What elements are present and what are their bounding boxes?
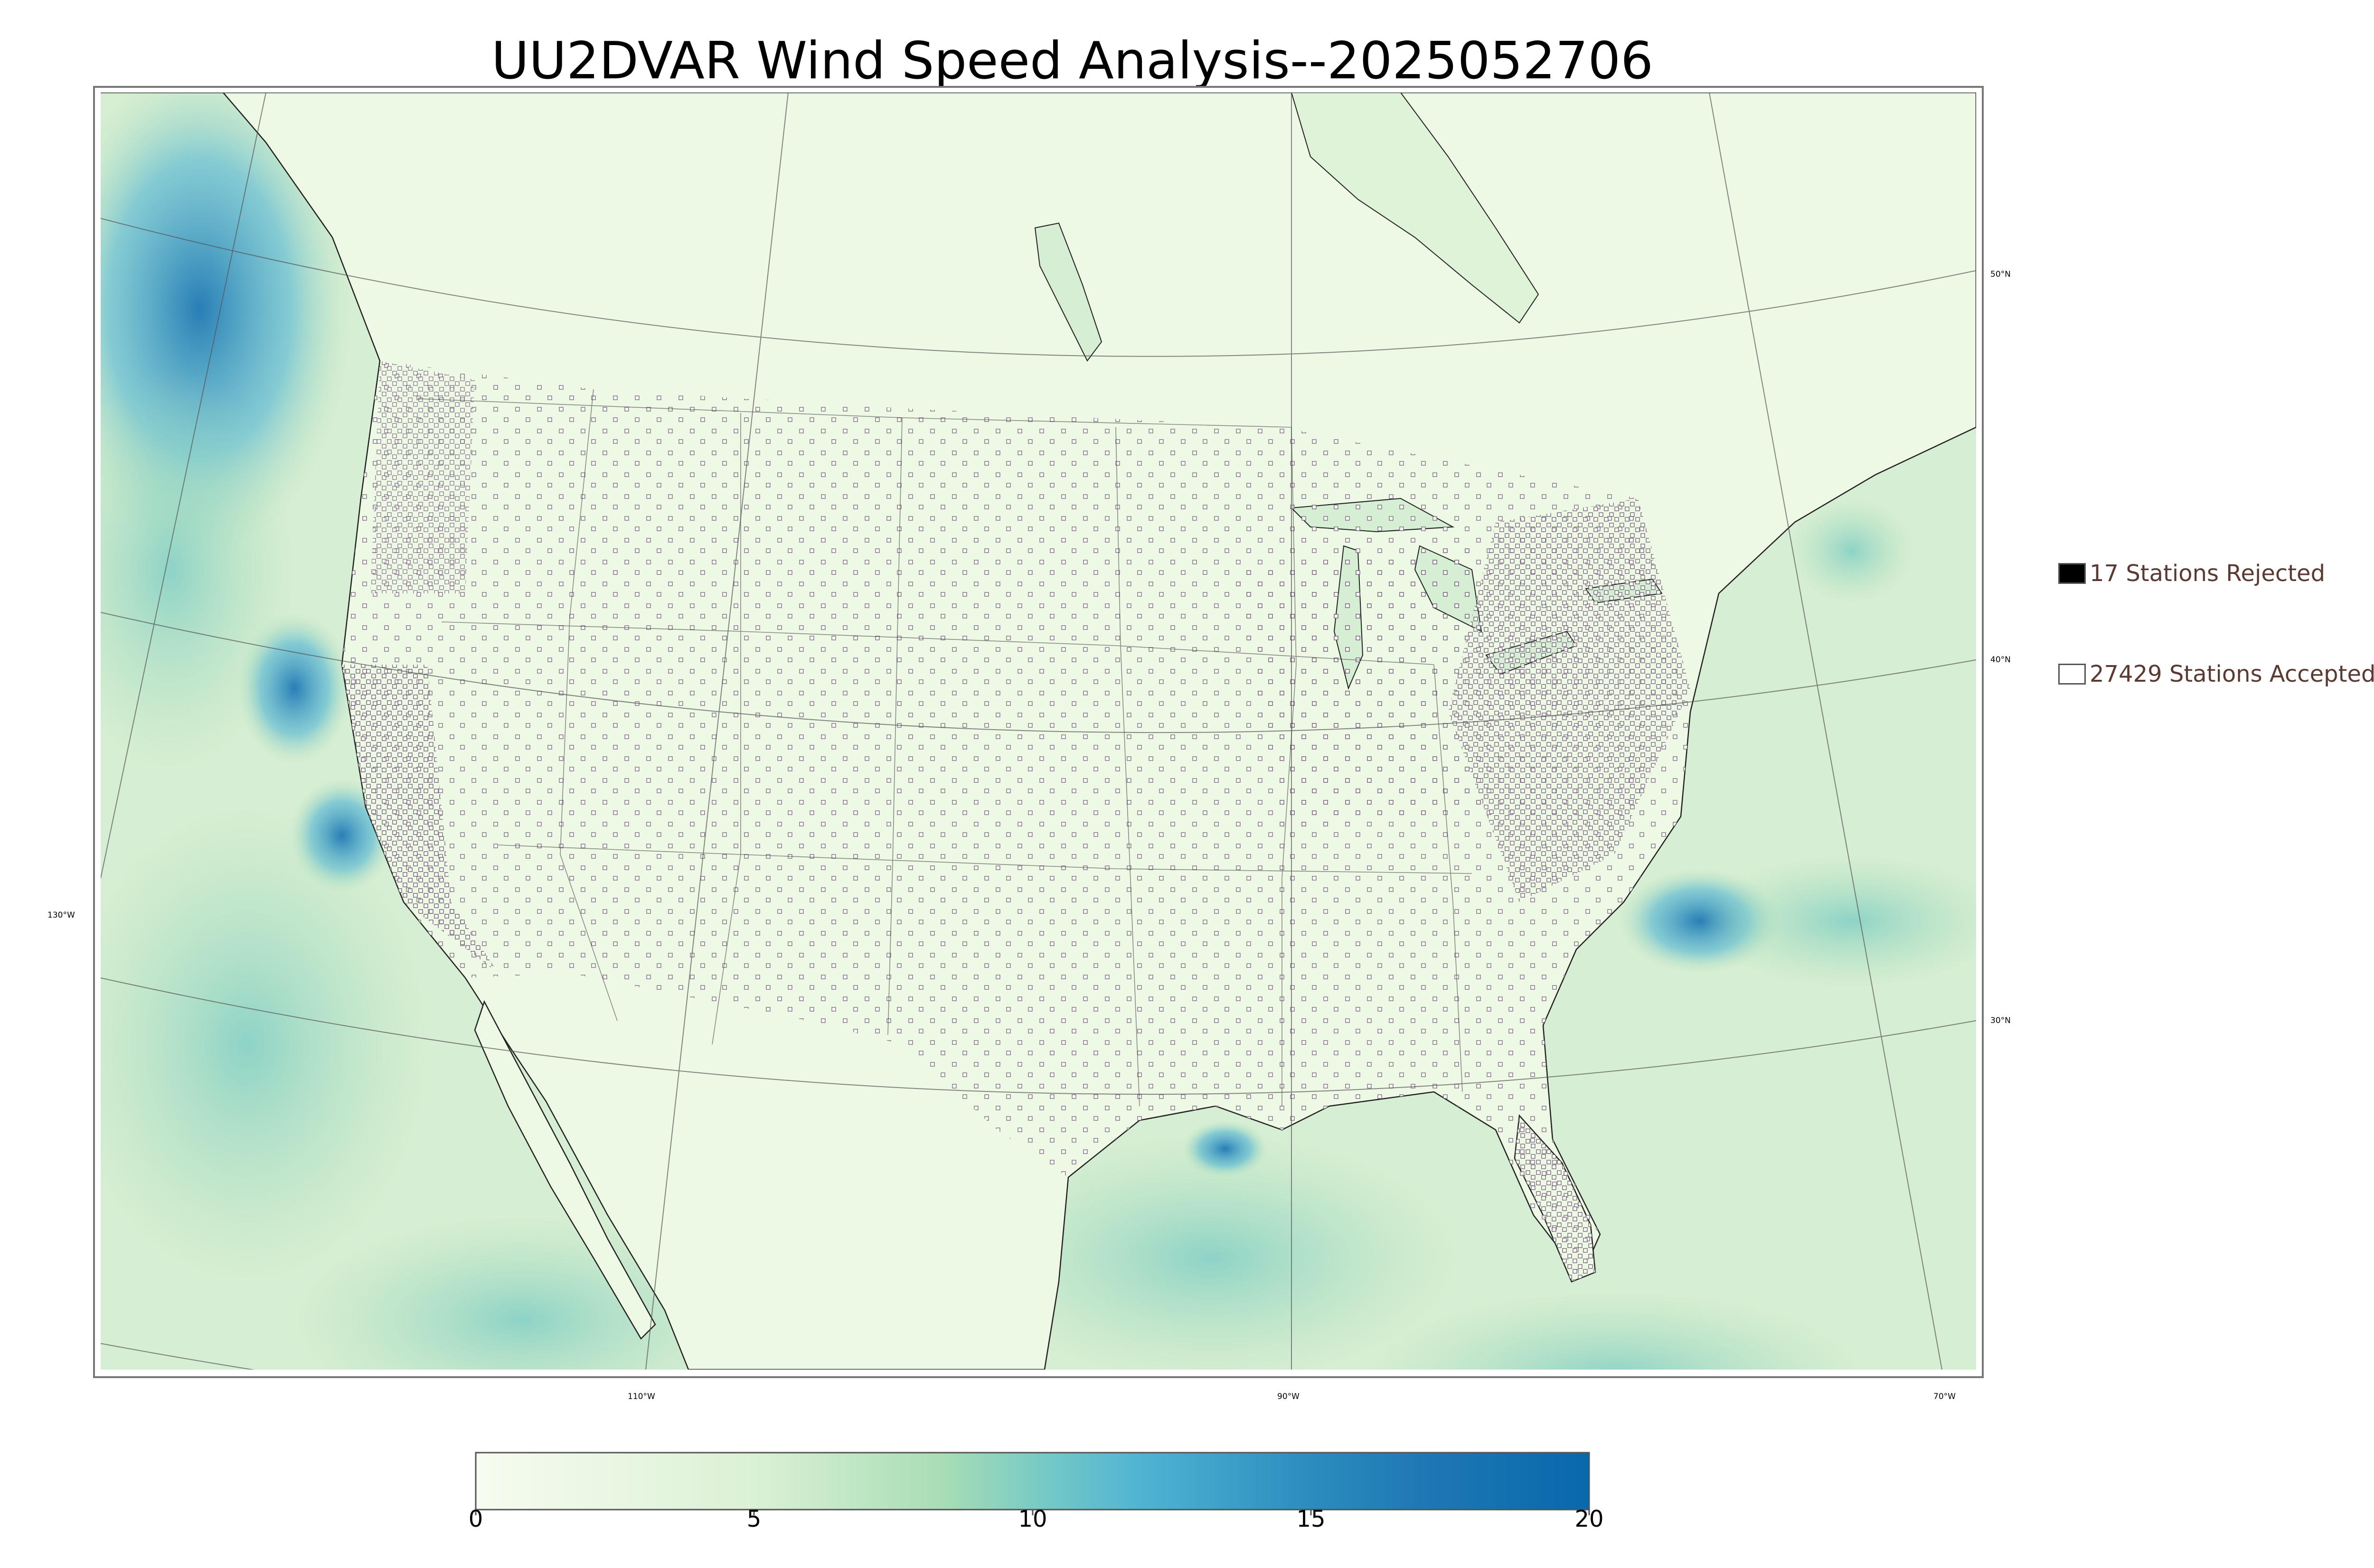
map-title: UU2DVAR Wind Speed Analysis--2025052706 xyxy=(491,31,1653,91)
legend-rejected: 17 Stations Rejected xyxy=(2058,560,2325,587)
map-field xyxy=(101,93,1976,1370)
colorbar-tick: 0 xyxy=(468,1506,483,1532)
lat-label-30: 30°N xyxy=(1990,1016,2011,1025)
accepted-swatch xyxy=(2058,664,2086,685)
colorbar-tick: 15 xyxy=(1296,1506,1326,1532)
colorbar-tick: 20 xyxy=(1574,1506,1604,1532)
lon-label-70: 70°W xyxy=(1933,1392,1956,1401)
colorbar xyxy=(475,1452,1590,1511)
lon-label-90: 90°W xyxy=(1277,1392,1300,1401)
colorbar-tick: 5 xyxy=(746,1506,762,1532)
lat-label-40: 40°N xyxy=(1990,655,2011,665)
lat-label-50: 50°N xyxy=(1990,270,2011,279)
lon-label-130: 130°W xyxy=(47,911,75,920)
lon-label-110: 110°W xyxy=(628,1392,655,1401)
legend-accepted-label: 27429 Stations Accepted xyxy=(2090,661,2374,687)
legend-accepted: 27429 Stations Accepted xyxy=(2058,661,2374,687)
colorbar-tick: 10 xyxy=(1018,1506,1047,1532)
rejected-swatch xyxy=(2058,563,2086,584)
legend-rejected-label: 17 Stations Rejected xyxy=(2090,560,2326,587)
